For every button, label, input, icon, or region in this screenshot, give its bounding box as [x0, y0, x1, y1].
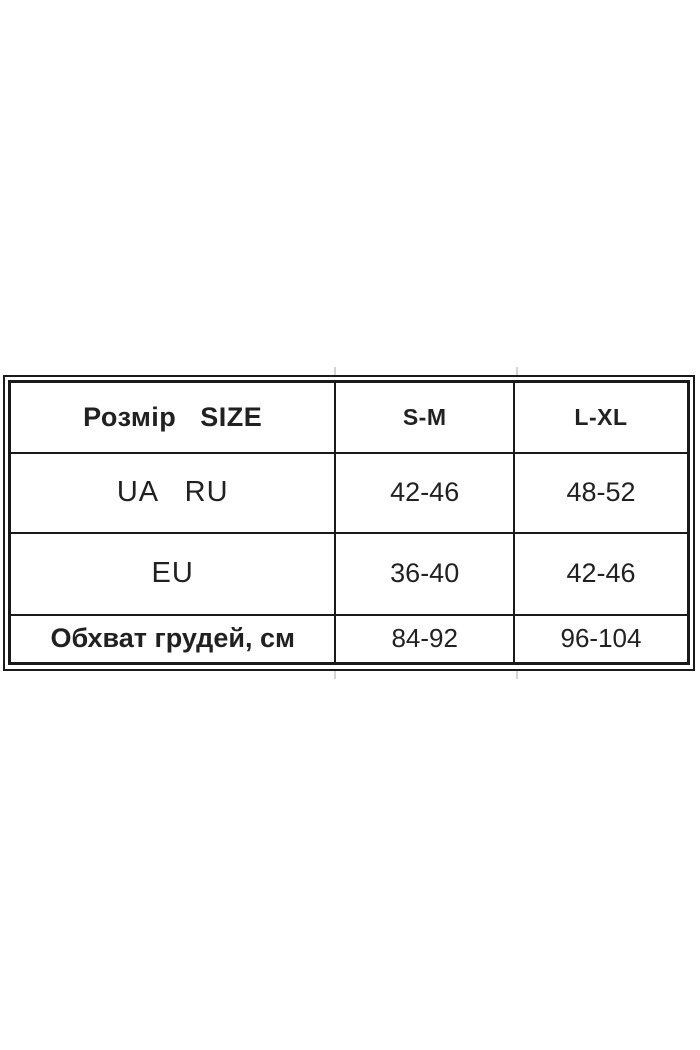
table-row-ua-ru: UA RU 42-46 48-52	[8, 451, 690, 534]
cell-chest-l-xl: 96-104	[512, 613, 690, 665]
scan-artifact-line	[516, 367, 518, 375]
scan-artifact-line	[334, 367, 336, 375]
size-table: Розмір SIZE S-M L-XL UA RU 42-46 48-52 E…	[8, 380, 690, 665]
cell-eu-l-xl: 42-46	[512, 531, 690, 616]
scan-artifact-line	[334, 671, 336, 679]
table-header-row: Розмір SIZE S-M L-XL	[8, 380, 690, 454]
cell-eu-s-m: 36-40	[334, 531, 515, 616]
size-table-frame: Розмір SIZE S-M L-XL UA RU 42-46 48-52 E…	[3, 375, 695, 671]
table-row-eu: EU 36-40 42-46	[8, 531, 690, 616]
header-cell-s-m: S-M	[334, 380, 515, 454]
header-cell-l-xl: L-XL	[512, 380, 690, 454]
cell-ua-ru-s-m: 42-46	[334, 451, 515, 534]
row-label-ua-ru: UA RU	[8, 451, 337, 534]
row-label-eu: EU	[8, 531, 337, 616]
scan-artifact-line	[516, 671, 518, 679]
cell-chest-s-m: 84-92	[334, 613, 515, 665]
row-label-chest-girth: Обхват грудей, см	[8, 613, 337, 665]
cell-ua-ru-l-xl: 48-52	[512, 451, 690, 534]
header-cell-size-label: Розмір SIZE	[8, 380, 337, 454]
table-row-chest-girth: Обхват грудей, см 84-92 96-104	[8, 613, 690, 665]
